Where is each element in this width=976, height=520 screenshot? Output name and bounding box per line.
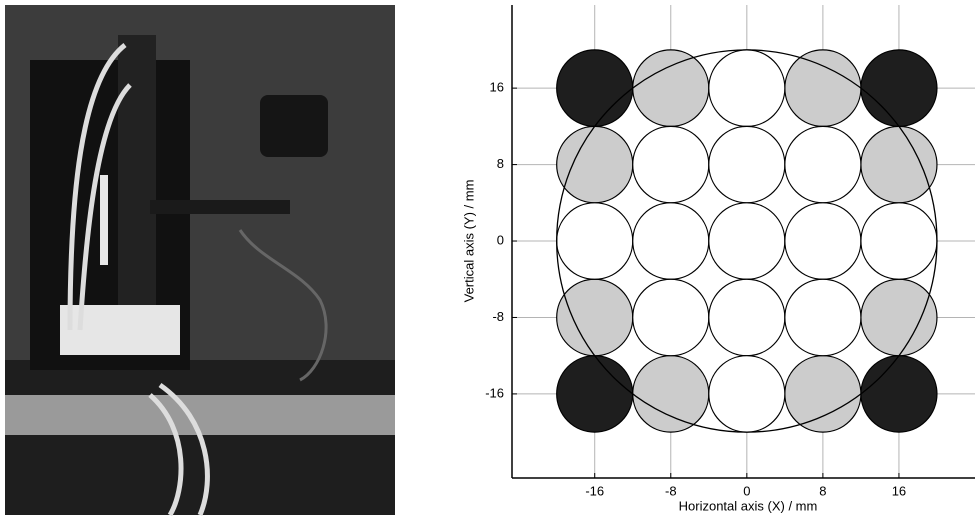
y-tick-label: -8 [492,309,504,324]
sample-circle [784,355,862,433]
photo-cord [238,229,328,382]
photo-rail [5,395,395,435]
photo-scale [100,175,108,265]
sample-circle [556,49,634,127]
sample-circle [556,355,634,433]
sample-circle [556,125,634,204]
photo [5,5,395,517]
sample-circle [860,355,938,433]
photo-lamp [260,95,328,157]
sample-circle [632,278,710,357]
x-tick-label: 0 [743,483,750,498]
photo-cables [67,43,210,517]
sample-circle [708,355,786,433]
sample-circle [632,49,710,127]
sample-circle [632,355,710,433]
sample-circle [708,125,786,204]
sample-circle [860,125,938,204]
y-tick-label: 16 [490,80,504,95]
sample-circle [784,278,862,357]
sample-circle [632,202,710,280]
boundary-circle [556,49,938,433]
x-tick-label: 16 [892,483,906,498]
photo-block [60,305,180,355]
sample-circle [860,278,938,357]
photo-arm [150,200,290,214]
sample-circle [708,202,786,280]
sample-circle [556,278,634,357]
x-tick-label: 8 [819,483,826,498]
sample-circle [708,278,786,357]
x-tick-label: -8 [665,483,677,498]
sample-circle [860,202,938,280]
x-tick-label: -16 [585,483,604,498]
sample-circle [556,202,634,280]
y-tick-label: 8 [497,156,504,171]
sample-circle [708,49,786,127]
x-axis-label: Horizontal axis (X) / mm [679,498,818,513]
sample-circle [784,49,862,127]
photo-stage [118,35,156,305]
sample-circle [784,125,862,204]
y-tick-label: 0 [497,232,504,247]
y-axis-label: Vertical axis (Y) / mm [461,180,476,303]
y-tick-label: -16 [485,385,504,400]
sample-circle [860,49,938,127]
sample-circle [784,202,862,280]
sample-circle [632,125,710,204]
